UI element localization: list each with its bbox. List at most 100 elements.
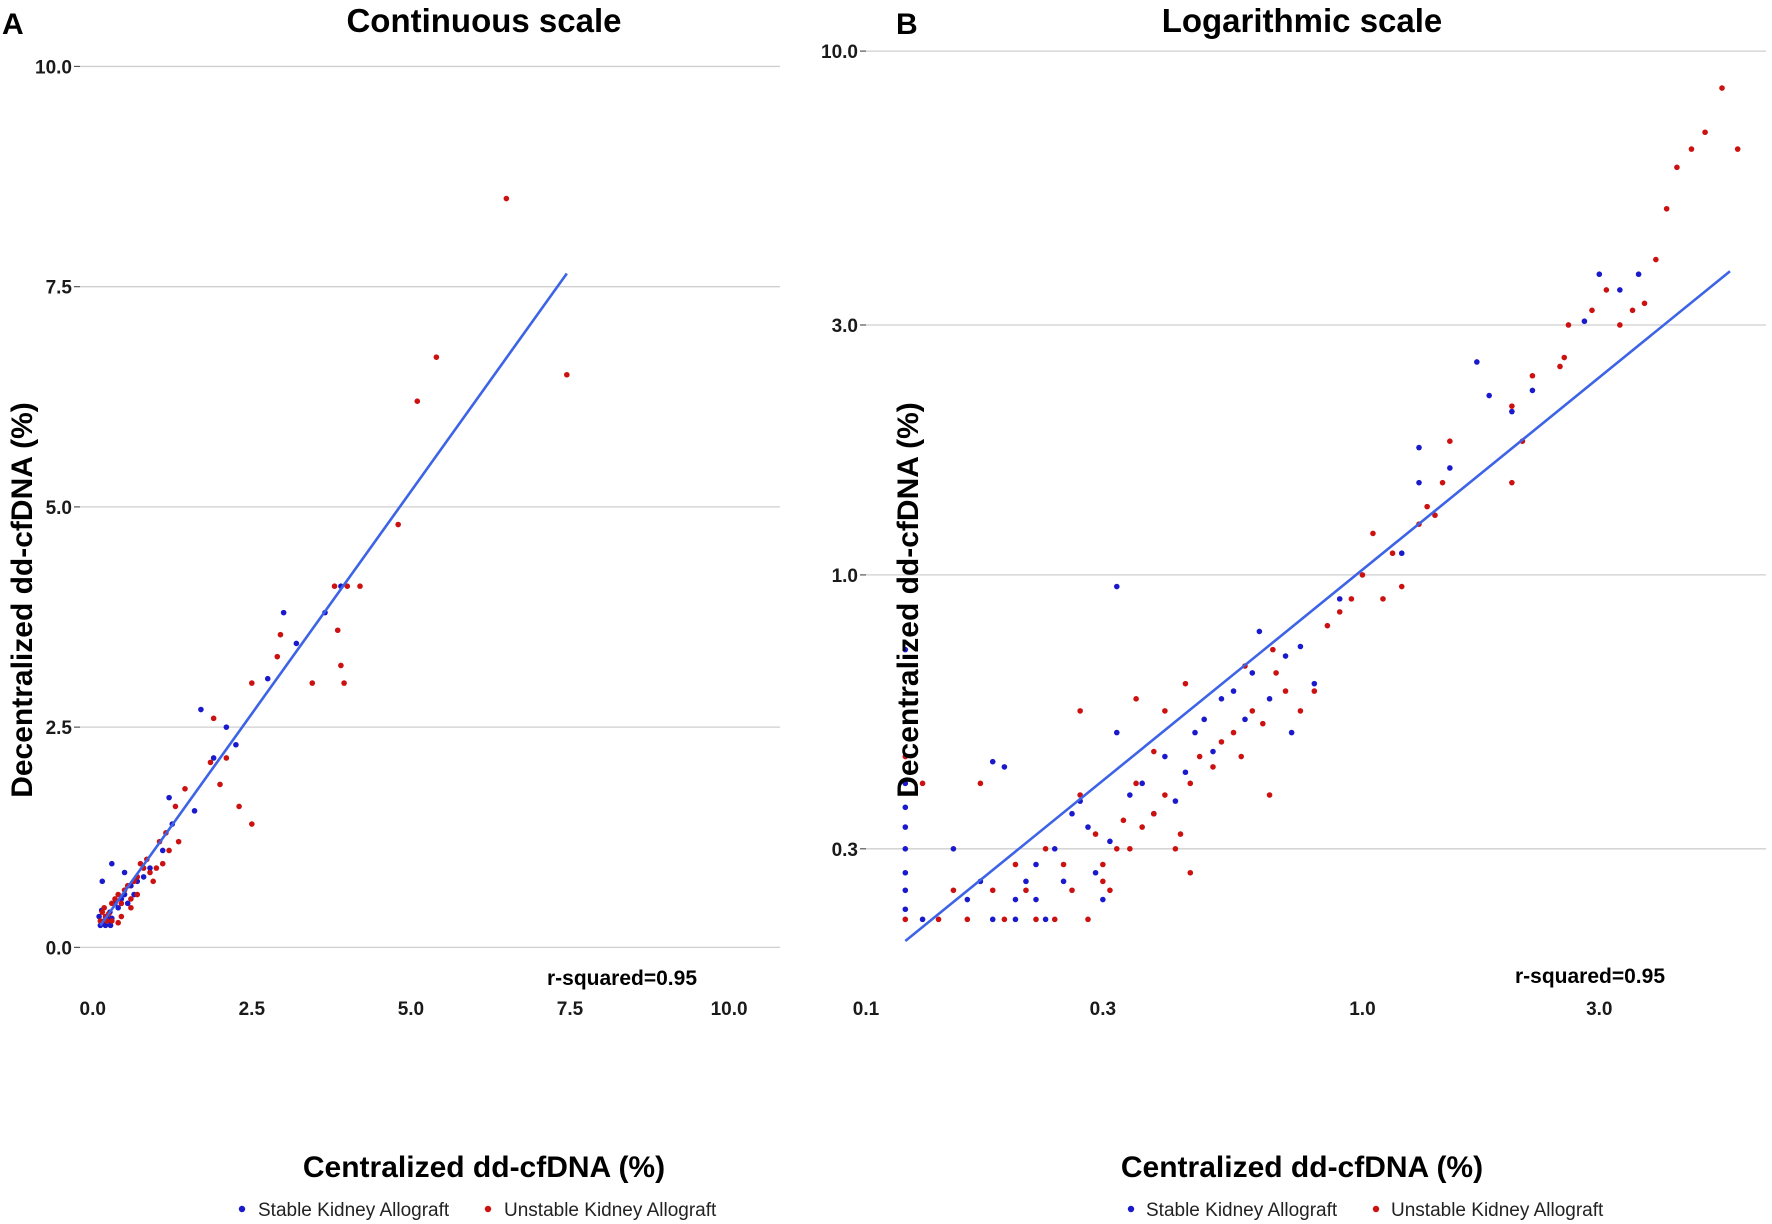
- panel-a-gridlines: [80, 65, 780, 949]
- panel-b-unstable-point: [1077, 708, 1083, 714]
- panel-a-stable-point: [96, 913, 102, 920]
- panel-b-x-ticks: 0.1 0.3 1.0 3.0: [853, 999, 1613, 1020]
- panel-b-unstable-point: [1653, 256, 1659, 263]
- panel-a-y-ticks: 0.0 2.5 5.0 7.5 10.0: [35, 57, 80, 959]
- panel-a-title: Continuous scale: [346, 2, 621, 39]
- panel-a-unstable-point: [334, 627, 341, 634]
- panel-b-stable-point: [1509, 408, 1515, 415]
- panel-a-x-ticks: 0.0 2.5 5.0 7.5 10.0: [80, 999, 748, 1020]
- panel-a-y-tick-label: 5.0: [46, 498, 72, 519]
- panel-a-unstable-point: [172, 803, 179, 810]
- panel-b-unstable-point: [1370, 530, 1376, 537]
- panel-b-stable-point: [1201, 716, 1207, 723]
- panel-a-unstable-point: [338, 662, 344, 669]
- panel-b-unstable-point: [1589, 307, 1595, 314]
- panel-a-unstable-point: [433, 354, 440, 360]
- panel-b-stable-point: [1172, 798, 1179, 804]
- panel-b-unstable-point: [1674, 164, 1680, 171]
- panel-b-stable-point: [1042, 916, 1049, 923]
- panel-a-unstable-point: [99, 909, 106, 915]
- panel-a-unstable-point: [182, 786, 188, 792]
- panel-b-stable-point: [1023, 878, 1029, 885]
- panel-b-stable-point: [1033, 861, 1039, 868]
- panel-a-unstable-point: [118, 913, 125, 920]
- panel-b-unstable-point: [1603, 287, 1610, 293]
- panel-b-unstable-point: [1398, 583, 1405, 590]
- panel-b-stable-point: [1127, 792, 1133, 798]
- panel-a-y-tick-label: 0.0: [46, 938, 72, 959]
- panel-b-unstable-point: [1133, 780, 1139, 787]
- panel-b-unstable-point: [1230, 729, 1237, 736]
- panel-b-stable-point: [1012, 896, 1019, 903]
- panel-b-unstable-point: [1100, 861, 1106, 868]
- panel-b-x-tick-label: 3.0: [1586, 999, 1612, 1020]
- panel-a-chart: A Continuous scale 0.0 2.5 5.0 7.5 10.0 0.0 2…: [2, 2, 780, 1221]
- panel-a-stable-point: [264, 675, 271, 682]
- panel-a-stable-point: [102, 922, 109, 929]
- panel-b-points: [902, 85, 1741, 923]
- panel-a-unstable-point: [128, 904, 134, 911]
- panel-a-unstable-point: [166, 847, 172, 854]
- panel-b-gridlines: [866, 50, 1766, 850]
- panel-b-stable-point: [902, 824, 909, 830]
- panel-a-legend-unstable-label: Unstable Kidney Allograft: [504, 1200, 717, 1221]
- panel-b-x-tick-label: 0.1: [853, 999, 880, 1020]
- panel-b-stable-point: [1336, 596, 1343, 602]
- panel-b-stable-point: [1230, 688, 1237, 694]
- panel-b-unstable-point: [1688, 146, 1695, 152]
- panel-b-unstable-point: [1663, 205, 1670, 212]
- panel-b-unstable-point: [1439, 479, 1446, 486]
- panel-a-stable-point: [115, 904, 121, 911]
- panel-b-unstable-point: [1311, 688, 1318, 694]
- panel-b-stable-point: [1033, 896, 1039, 903]
- panel-b-unstable-point: [1617, 322, 1623, 328]
- panel-a-legend-stable-label: Stable Kidney Allograft: [258, 1200, 450, 1221]
- panel-a-unstable-point: [159, 860, 166, 867]
- panel-b-unstable-point: [1060, 861, 1067, 868]
- panel-b-stable-point: [1486, 392, 1492, 399]
- panel-a-r-squared: r-squared=0.95: [547, 967, 697, 990]
- panel-a-y-tick-label: 10.0: [35, 57, 72, 78]
- panel-b-stable-point: [1012, 916, 1019, 923]
- panel-b-unstable-point: [1389, 550, 1396, 557]
- panel-a-stable-point: [121, 869, 128, 876]
- panel-b-fit-line: [904, 270, 1731, 943]
- panel-b-unstable-point: [1447, 438, 1453, 444]
- panel-b-unstable-point: [1529, 372, 1536, 379]
- panel-b-stable-point: [1596, 271, 1603, 278]
- panel-b-stable-point: [1288, 729, 1295, 736]
- panel-b-chart: B Logarithmic scale 0.3 1.0 3.0 10.0 0.1 0.3…: [821, 2, 1766, 1221]
- panel-b-unstable-point: [1273, 670, 1279, 676]
- panel-a-legend: Stable Kidney Allograft Unstable Kidney …: [238, 1200, 717, 1221]
- panel-a-unstable-point: [137, 860, 144, 867]
- panel-b-unstable-point: [950, 887, 957, 894]
- panel-a-stable-point: [198, 706, 204, 713]
- panel-b-unstable-point: [1424, 503, 1430, 510]
- panel-b-stable-point: [950, 845, 957, 852]
- panel-a-unstable-point: [277, 631, 284, 638]
- panel-b-x-tick-label: 0.3: [1090, 999, 1116, 1020]
- panel-b-unstable-point: [989, 887, 996, 894]
- panel-b-unstable-point: [1085, 916, 1091, 923]
- panel-a-unstable-point: [207, 759, 214, 766]
- panel-a-stable-point: [280, 609, 287, 616]
- panel-b-unstable-point: [1266, 792, 1273, 798]
- panel-a-legend-stable-dot: [238, 1205, 246, 1213]
- panel-a-unstable-point: [564, 371, 570, 378]
- panel-b-stable-point: [1447, 465, 1453, 471]
- panel-b-stable-point: [989, 758, 996, 765]
- panel-b-stable-point: [902, 845, 909, 852]
- panel-b-unstable-point: [1127, 845, 1133, 852]
- panel-b-unstable-point: [1187, 780, 1194, 787]
- panel-b-stable-point: [1474, 359, 1480, 365]
- panel-b-stable-point: [1107, 838, 1113, 845]
- panel-a-x-tick-label: 5.0: [398, 999, 424, 1020]
- panel-b-stable-point: [1218, 696, 1225, 702]
- panel-b-stable-point: [1242, 716, 1248, 723]
- panel-a-unstable-point: [115, 891, 121, 898]
- panel-a-stable-point: [159, 847, 166, 854]
- panel-b-r-squared: r-squared=0.95: [1515, 965, 1665, 988]
- panel-b-legend-stable-label: Stable Kidney Allograft: [1146, 1200, 1338, 1221]
- panel-b-unstable-point: [1297, 708, 1304, 714]
- panel-b-stable-point: [1297, 643, 1304, 650]
